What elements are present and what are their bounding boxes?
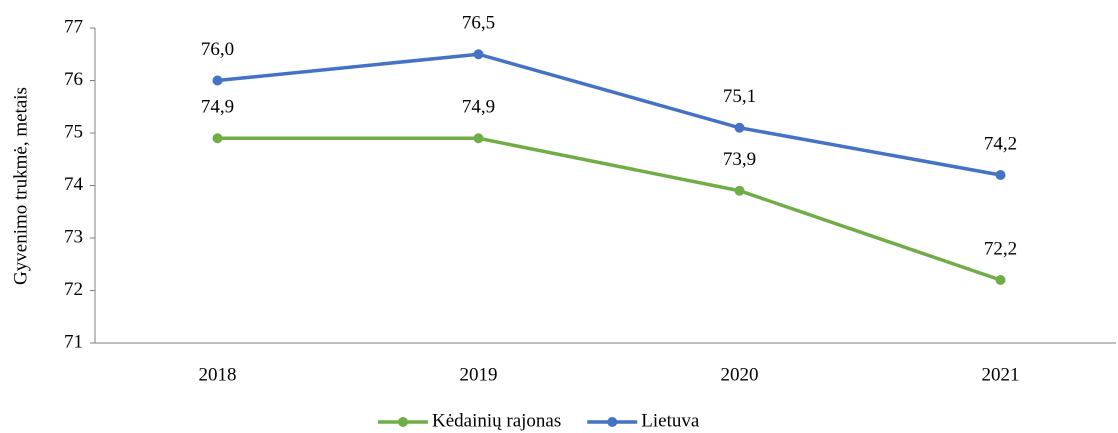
value-label: 76,5 <box>462 13 495 34</box>
y-tick-label: 76 <box>64 69 83 90</box>
y-axis-label: Gyvenimo trukmė, metais <box>10 87 31 285</box>
value-label: 74,9 <box>201 97 234 118</box>
y-tick-label: 75 <box>64 121 83 142</box>
point <box>995 275 1006 285</box>
y-tick-label: 73 <box>64 226 83 247</box>
value-label: 75,1 <box>723 86 756 107</box>
point <box>212 133 223 144</box>
x-tick-label: 2021 <box>982 364 1020 385</box>
value-label: 76,0 <box>201 39 234 60</box>
legend-marker <box>607 417 618 427</box>
point <box>473 49 484 60</box>
legend-label: Kėdainių rajonas <box>432 410 561 431</box>
x-tick-label: 2019 <box>460 364 498 385</box>
series-line <box>217 136 1002 282</box>
legend-marker <box>398 417 408 427</box>
y-tick-label: 72 <box>64 279 83 300</box>
value-label: 74,9 <box>462 97 495 118</box>
value-label: 72,2 <box>984 238 1017 259</box>
value-label: 74,2 <box>984 133 1017 154</box>
series-line <box>217 52 1001 177</box>
x-tick-label: 2018 <box>199 364 237 385</box>
legend-label: Lietuva <box>641 410 700 431</box>
y-tick-label: 74 <box>64 174 84 195</box>
y-tick-label: 77 <box>64 16 83 37</box>
x-tick-label: 2020 <box>721 364 759 385</box>
point <box>734 122 745 133</box>
y-tick-label: 71 <box>64 331 83 352</box>
point <box>212 75 223 86</box>
point <box>995 170 1006 180</box>
point <box>734 185 745 196</box>
point <box>473 133 484 144</box>
value-label: 73,9 <box>723 149 756 170</box>
